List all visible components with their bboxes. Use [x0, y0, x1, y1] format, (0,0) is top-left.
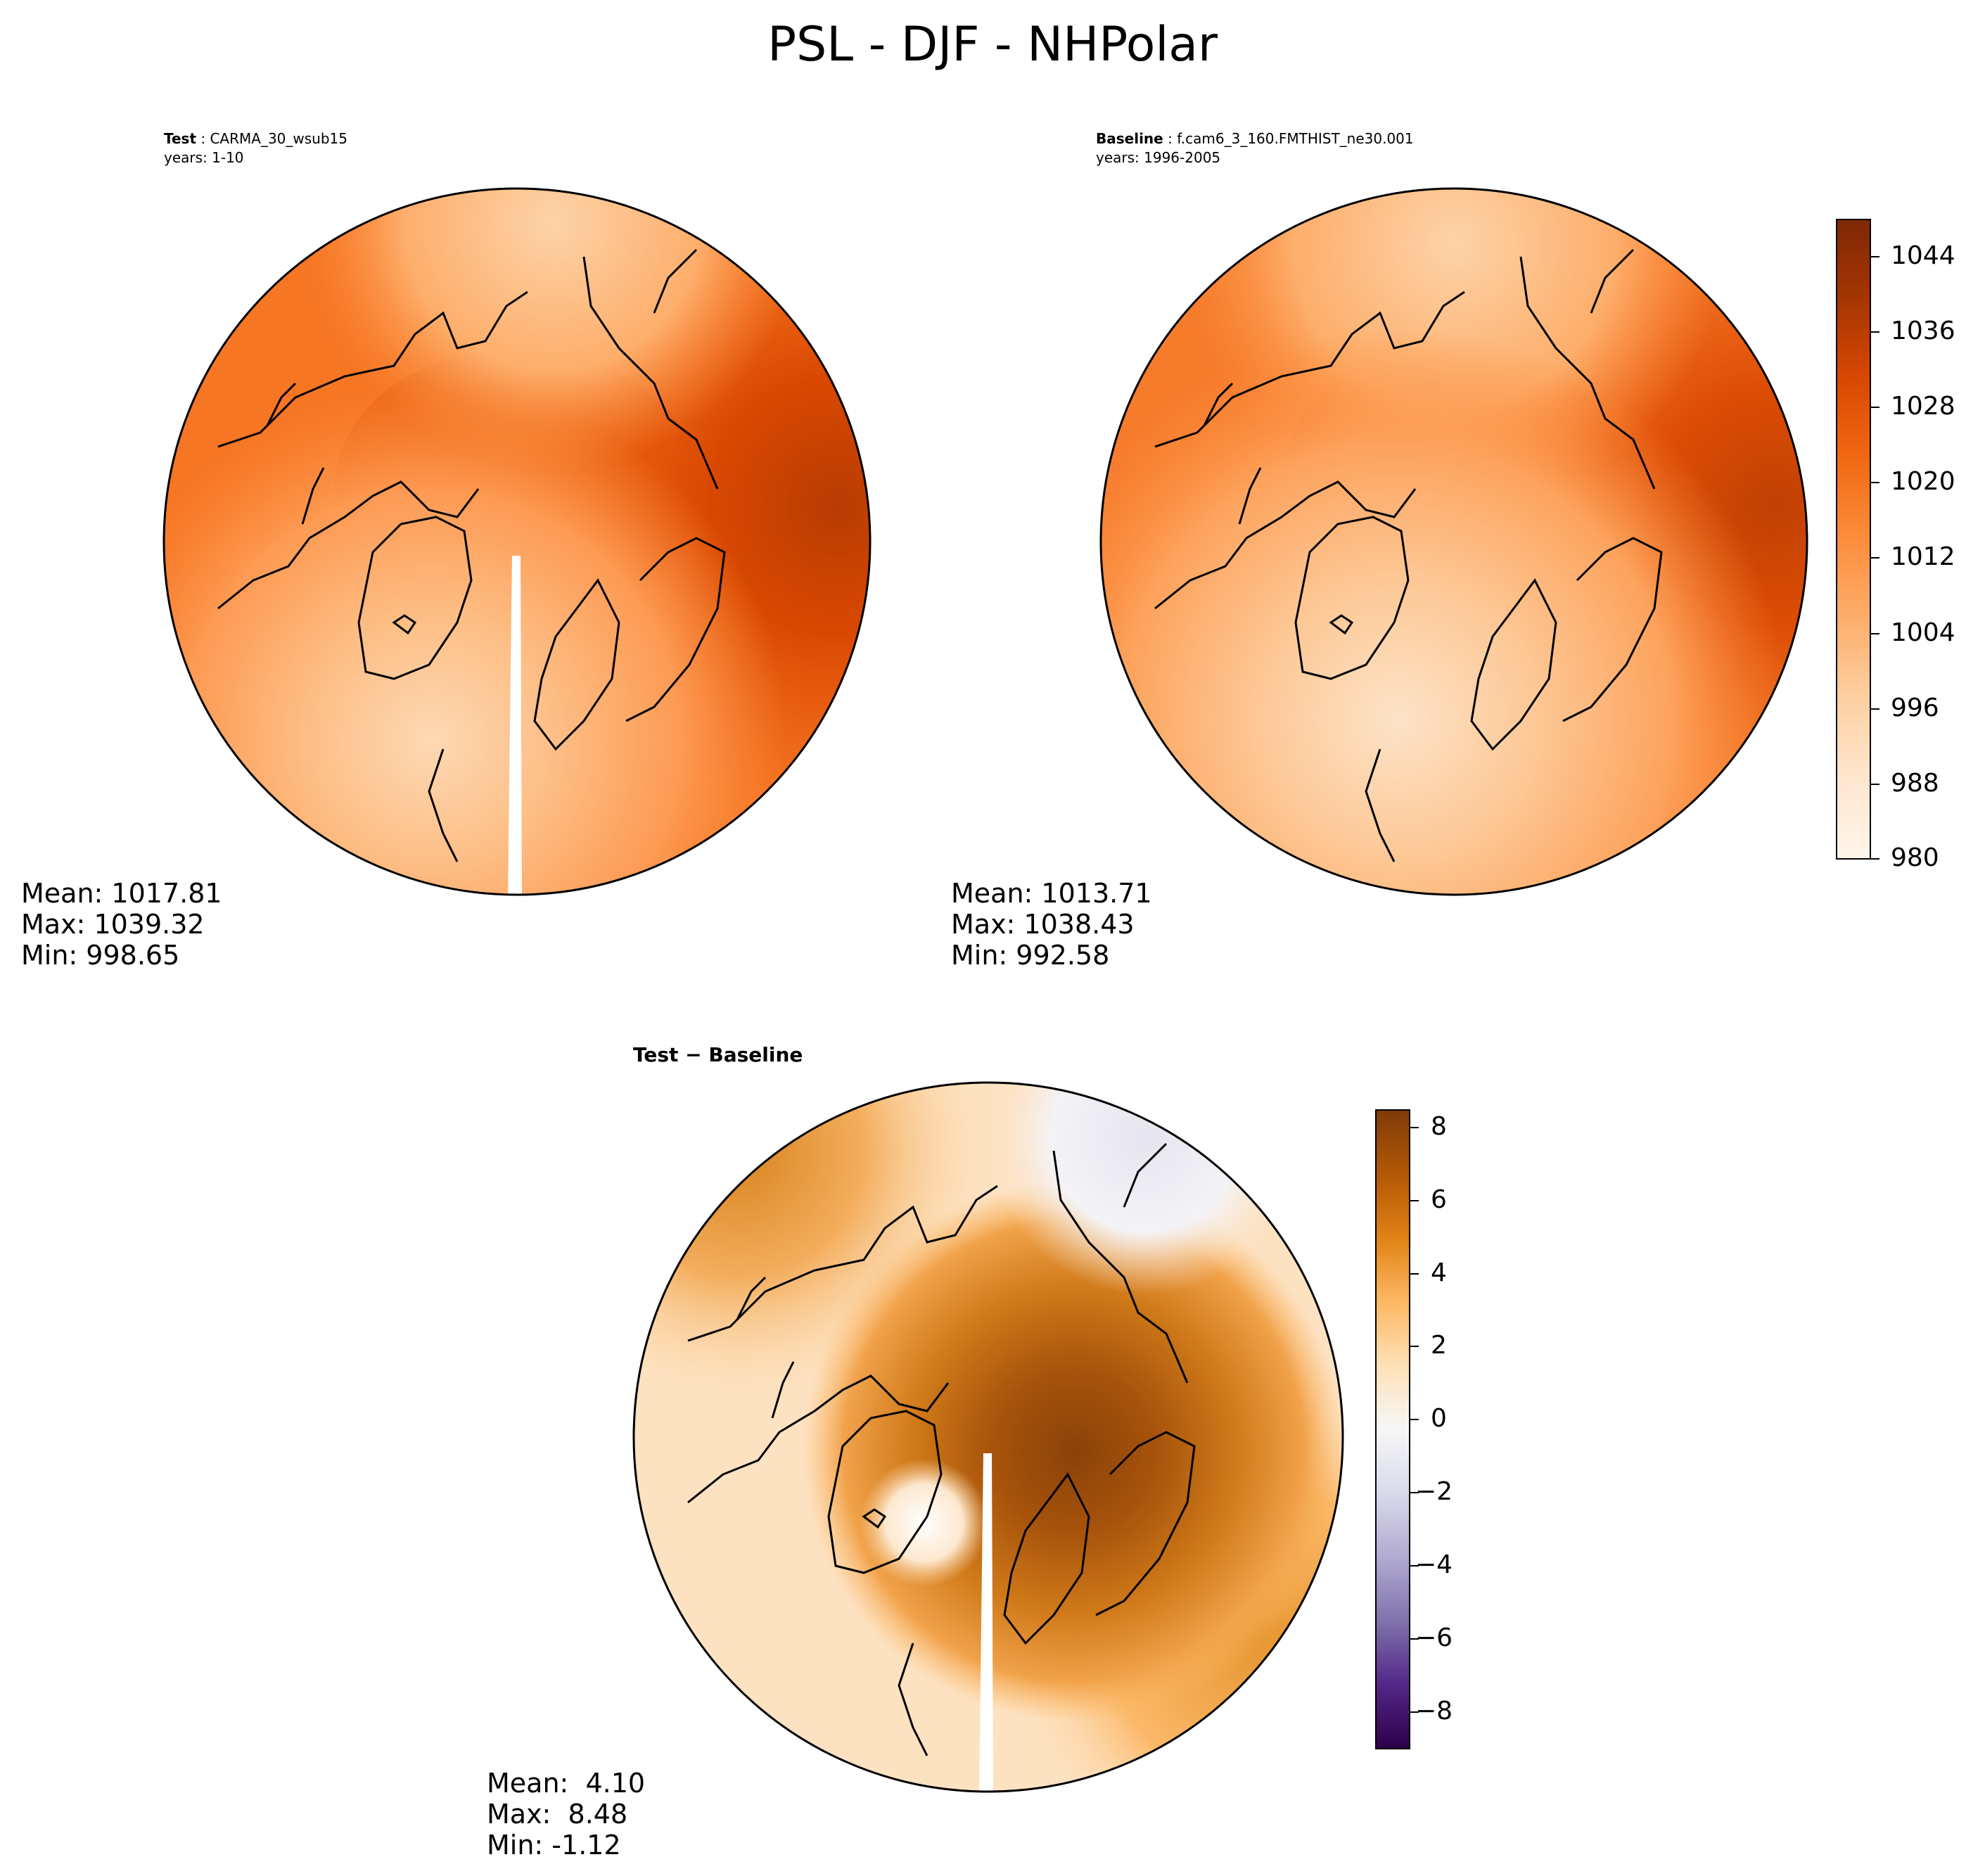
field-colorbar: [1836, 219, 1871, 860]
field-colorbar-tick: 988: [1891, 769, 1939, 798]
baseline-max: Max: 1038.43: [951, 909, 1135, 940]
field-colorbar-tick: 1044: [1891, 241, 1955, 270]
difference-colorbar-tick: 4: [1431, 1258, 1447, 1287]
difference-colorbar-tick: 2: [1431, 1331, 1447, 1360]
field-colorbar-tick: 980: [1891, 843, 1939, 872]
field-colorbar-tick: 1012: [1891, 542, 1955, 571]
test-min: Min: 998.65: [21, 940, 180, 971]
coastlines: [217, 248, 726, 862]
coastlines: [1154, 248, 1663, 862]
difference-max: Max: 8.48: [487, 1799, 628, 1830]
difference-colorbar-gradient: [1377, 1111, 1409, 1748]
difference-colorbar: [1375, 1109, 1410, 1749]
baseline-polar-map: [1099, 187, 1808, 896]
test-years: years: 1-10: [164, 149, 244, 166]
baseline-panel-header: Baseline : f.cam6_3_160.FMTHIST_ne30.001…: [1096, 130, 1414, 166]
baseline-stats: Mean: 1013.71 Max: 1038.43 Min: 992.58: [951, 878, 1152, 971]
difference-colorbar-tick: 0: [1431, 1404, 1447, 1433]
missing-data-wedge: [979, 1453, 993, 1792]
baseline-case-name: f.cam6_3_160.FMTHIST_ne30.001: [1177, 130, 1414, 147]
field-colorbar-tick: 1004: [1891, 618, 1955, 647]
difference-colorbar-tick: −8: [1415, 1697, 1453, 1725]
figure-title: PSL - DJF - NHPolar: [767, 17, 1218, 72]
difference-colorbar-tick: 8: [1431, 1112, 1447, 1141]
test-polar-map: [162, 187, 872, 896]
difference-colorbar-tick: −4: [1415, 1550, 1453, 1579]
field-colorbar-tick: 1036: [1891, 317, 1955, 345]
missing-data-wedge: [508, 556, 522, 895]
test-max: Max: 1039.32: [21, 909, 205, 940]
coastlines: [687, 1142, 1196, 1756]
test-stats: Mean: 1017.81 Max: 1039.32 Min: 998.65: [21, 878, 222, 971]
baseline-label: Baseline: [1096, 130, 1163, 147]
difference-min: Min: -1.12: [487, 1830, 621, 1861]
field-colorbar-tick: 1028: [1891, 392, 1955, 421]
field-colorbar-gradient: [1837, 220, 1870, 858]
difference-polar-map: [632, 1081, 1344, 1793]
test-mean: Mean: 1017.81: [21, 878, 222, 909]
test-panel-header: Test : CARMA_30_wsub15 years: 1-10: [164, 130, 347, 166]
baseline-mean: Mean: 1013.71: [951, 878, 1152, 909]
difference-colorbar-tick: 6: [1431, 1185, 1447, 1214]
difference-colorbar-tick: −6: [1415, 1623, 1453, 1652]
difference-stats: Mean: 4.10 Max: 8.48 Min: -1.12: [487, 1768, 645, 1861]
test-label: Test: [164, 130, 197, 147]
field-colorbar-tick: 996: [1891, 694, 1939, 722]
difference-colorbar-tick: −2: [1415, 1477, 1453, 1506]
difference-mean: Mean: 4.10: [487, 1768, 646, 1799]
test-case-name: CARMA_30_wsub15: [210, 130, 347, 147]
baseline-min: Min: 992.58: [951, 940, 1110, 971]
baseline-years: years: 1996-2005: [1096, 149, 1221, 166]
field-colorbar-tick: 1020: [1891, 467, 1955, 496]
difference-panel-title: Test − Baseline: [633, 1043, 803, 1066]
